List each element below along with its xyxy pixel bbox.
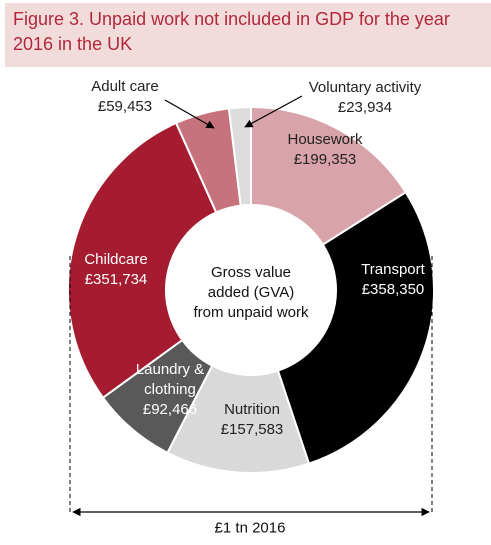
total-label: £1 tn 2016 [214, 519, 286, 537]
chart-title: Figure 3. Unpaid work not included in GD… [5, 3, 491, 67]
category-label: Voluntary activity [308, 79, 422, 96]
slice-label: Voluntary activity £23,934 [290, 78, 440, 118]
slice-label: Childcare £351,734 [61, 250, 171, 290]
value-label: £351,734 [84, 271, 148, 288]
value-label: £59,453 [97, 98, 153, 115]
value-label: £157,583 [220, 421, 284, 438]
center-label: Gross value added (GVA) from unpaid work [193, 264, 309, 321]
slice-label: Adult care £59,453 [70, 77, 180, 117]
arrow [244, 95, 303, 128]
category-label: Nutrition [224, 401, 280, 418]
slice-label: Nutrition £157,583 [197, 400, 307, 440]
slice [276, 190, 435, 465]
value-label: £358,350 [361, 281, 425, 298]
category-label: Transport [361, 261, 425, 278]
slice [227, 105, 252, 207]
category-label: Housework [287, 131, 363, 148]
arrow [164, 99, 215, 129]
value-label: £23,934 [337, 99, 393, 116]
slice-label: Laundry & clothing £92,466 [130, 360, 210, 420]
category-label: Adult care [91, 78, 159, 95]
category-label: Childcare [84, 251, 148, 268]
category-label: Laundry & clothing [135, 361, 205, 398]
value-label: £199,353 [293, 151, 357, 168]
slice [250, 105, 408, 247]
slices [67, 105, 435, 474]
slice-label: Housework £199,353 [270, 130, 380, 170]
slice-label: Transport £358,350 [338, 260, 448, 300]
value-label: £92,466 [142, 401, 198, 418]
